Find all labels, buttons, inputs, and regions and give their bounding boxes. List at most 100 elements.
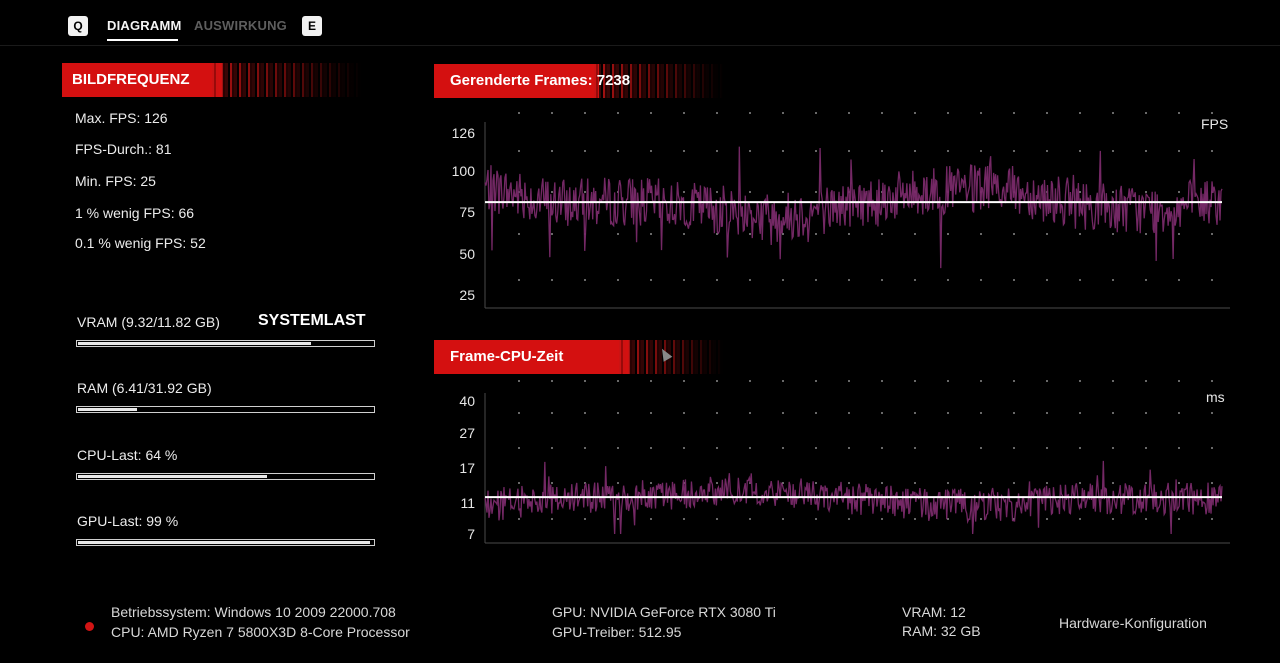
grid-dot <box>650 482 652 484</box>
tab-diagramm[interactable]: DIAGRAMM <box>107 18 182 33</box>
grid-dot <box>551 279 553 281</box>
grid-dot <box>1079 191 1081 193</box>
system-load-title: SYSTEMLAST <box>258 312 366 329</box>
grid-dot <box>914 380 916 382</box>
grid-dot <box>947 233 949 235</box>
grid-dot <box>1211 518 1213 520</box>
grid-dot <box>1178 279 1180 281</box>
gpu-load-bar <box>76 539 375 546</box>
grid-dot <box>749 518 751 520</box>
grid-dot <box>980 279 982 281</box>
y-tick-label: 100 <box>452 163 476 179</box>
grid-dot <box>650 112 652 114</box>
y-tick-label: 25 <box>459 287 475 303</box>
grid-dot <box>1178 518 1180 520</box>
grid-dot <box>1046 380 1048 382</box>
grid-dot <box>815 447 817 449</box>
grid-dot <box>848 518 850 520</box>
q-key-hint[interactable]: Q <box>68 16 88 36</box>
status-dot-icon <box>85 622 94 631</box>
grid-dot <box>1046 233 1048 235</box>
grid-dot <box>815 112 817 114</box>
grid-dot <box>1145 191 1147 193</box>
grid-dot <box>980 518 982 520</box>
grid-dot <box>1046 150 1048 152</box>
cpu-load-label: CPU-Last: 64 % <box>77 447 178 463</box>
grid-dot <box>1178 150 1180 152</box>
grid-dot <box>749 447 751 449</box>
grid-dot <box>1211 150 1213 152</box>
grid-dot <box>848 150 850 152</box>
cpu-chart-banner: Frame-CPU-Zeit <box>434 340 724 374</box>
grid-dot <box>749 112 751 114</box>
grid-dot <box>584 380 586 382</box>
grid-dot <box>1046 447 1048 449</box>
y-tick-label: 50 <box>459 246 475 262</box>
cpu-load-bar <box>76 473 375 480</box>
os-info: Betriebssystem: Windows 10 2009 22000.70… <box>111 604 396 620</box>
grid-dot <box>716 380 718 382</box>
grid-dot <box>980 233 982 235</box>
framerate-title: BILDFREQUENZ <box>72 71 190 88</box>
ram-info: RAM: 32 GB <box>902 623 981 639</box>
grid-dot <box>1079 447 1081 449</box>
grid-dot <box>650 447 652 449</box>
grid-dot <box>1145 150 1147 152</box>
tab-auswirkung[interactable]: AUSWIRKUNG <box>194 18 287 33</box>
grid-dot <box>716 279 718 281</box>
grid-dot <box>782 412 784 414</box>
grid-dot <box>947 380 949 382</box>
grid-dot <box>1178 233 1180 235</box>
grid-dot <box>815 233 817 235</box>
grid-dot <box>716 233 718 235</box>
grid-dot <box>1145 112 1147 114</box>
grid-dot <box>716 150 718 152</box>
grid-dot <box>1079 482 1081 484</box>
grid-dot <box>617 412 619 414</box>
vram-info: VRAM: 12 <box>902 604 966 620</box>
grid-dot <box>518 412 520 414</box>
grid-dot <box>617 279 619 281</box>
grid-dot <box>1178 380 1180 382</box>
grid-dot <box>1145 380 1147 382</box>
grid-dot <box>1145 482 1147 484</box>
grid-dot <box>947 112 949 114</box>
grid-dot <box>1079 518 1081 520</box>
grid-dot <box>617 518 619 520</box>
grid-dot <box>551 150 553 152</box>
grid-dot <box>617 233 619 235</box>
grid-dot <box>815 191 817 193</box>
grid-dot <box>518 279 520 281</box>
grid-dot <box>980 412 982 414</box>
grid-dot <box>617 112 619 114</box>
grid-dot <box>683 447 685 449</box>
grid-dot <box>782 112 784 114</box>
fps-chart-banner: Gerenderte Frames: 7238 <box>434 64 724 98</box>
grid-dot <box>848 279 850 281</box>
series-line <box>484 146 1223 269</box>
grid-dot <box>947 518 949 520</box>
grid-dot <box>617 380 619 382</box>
fps-unit-label: FPS <box>1201 116 1228 132</box>
e-key-hint[interactable]: E <box>302 16 322 36</box>
fps-chart-title: Gerenderte Frames: 7238 <box>450 72 631 89</box>
ms-unit-label: ms <box>1206 389 1225 405</box>
cpu-chart-title: Frame-CPU-Zeit <box>450 348 564 365</box>
grid-dot <box>749 233 751 235</box>
grid-dot <box>551 412 553 414</box>
grid-dot <box>518 233 520 235</box>
grid-dot <box>551 482 553 484</box>
grid-dot <box>1013 279 1015 281</box>
grid-dot <box>1079 150 1081 152</box>
y-tick-label: 75 <box>459 204 475 220</box>
top-nav-bar: Q DIAGRAMM AUSWIRKUNG E <box>0 0 1280 46</box>
hardware-config-button[interactable]: Hardware-Konfiguration <box>1059 615 1207 631</box>
grid-dot <box>1079 380 1081 382</box>
grid-dot <box>1112 447 1114 449</box>
grid-dot <box>782 447 784 449</box>
grid-dot <box>914 279 916 281</box>
grid-dot <box>980 482 982 484</box>
grid-dot <box>551 518 553 520</box>
grid-dot <box>1211 233 1213 235</box>
grid-dot <box>617 482 619 484</box>
